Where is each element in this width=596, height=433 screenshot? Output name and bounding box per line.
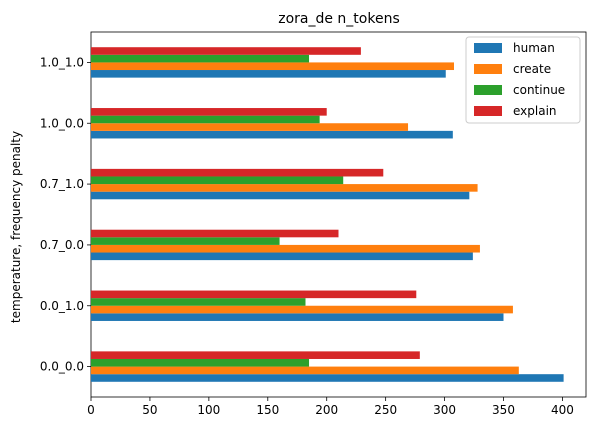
x-tick-label: 400 — [551, 403, 574, 417]
bar-continue-0.7_1.0 — [91, 176, 344, 185]
legend-swatch-explain — [474, 106, 502, 116]
y-tick-label: 0.0_0.0 — [40, 360, 84, 374]
bar-continue-0.7_0.0 — [91, 237, 280, 245]
y-tick-label: 1.0_1.0 — [40, 55, 84, 69]
bar-explain-1.0_0.0 — [91, 108, 327, 116]
legend-label-explain: explain — [513, 104, 557, 118]
bar-explain-0.0_1.0 — [91, 290, 417, 299]
x-tick-label: 150 — [256, 403, 279, 417]
y-axis-label: temperature, frequency penalty — [9, 131, 23, 323]
y-tick-label: 1.0_0.0 — [40, 116, 84, 130]
legend-box — [465, 36, 581, 124]
chart-title: zora_de n_tokens — [278, 11, 400, 27]
bar-explain-0.7_0.0 — [91, 229, 339, 238]
y-tick-label: 0.7_0.0 — [40, 238, 84, 252]
bar-human-0.7_1.0 — [91, 191, 470, 200]
plot-area — [90, 31, 587, 398]
bar-create-1.0_0.0 — [91, 123, 409, 131]
legend-label-continue: continue — [513, 83, 565, 97]
legend-swatch-human — [474, 43, 502, 53]
bar-continue-0.0_0.0 — [91, 358, 310, 367]
plot-frame — [90, 31, 587, 398]
bar-continue-0.0_1.0 — [91, 298, 306, 306]
x-tick-label: 250 — [374, 403, 397, 417]
x-tick-label: 350 — [492, 403, 515, 417]
x-tick-label: 0 — [87, 403, 95, 417]
bar-create-0.0_0.0 — [91, 366, 519, 375]
y-tick-label: 0.7_1.0 — [40, 177, 84, 191]
legend-label-human: human — [513, 41, 555, 55]
bar-explain-1.0_1.0 — [91, 47, 361, 55]
bar-create-1.0_1.0 — [91, 62, 454, 71]
x-tick-label: 100 — [197, 403, 220, 417]
bar-create-0.7_1.0 — [91, 184, 478, 192]
bar-create-0.7_0.0 — [91, 244, 480, 253]
y-axis: 0.0_0.0 0.0_1.0 0.7_0.0 0.7_1.0 1.0_0.0 1.0_1… — [40, 55, 91, 374]
bar-continue-1.0_1.0 — [91, 54, 310, 63]
bar-human-0.0_1.0 — [91, 313, 504, 321]
bar-explain-0.0_0.0 — [91, 351, 420, 359]
x-tick-label: 50 — [142, 403, 157, 417]
x-tick-label: 300 — [433, 403, 456, 417]
legend-swatch-continue — [474, 85, 502, 95]
bar-human-0.7_0.0 — [91, 252, 473, 261]
x-axis: 0 50 100 150 200 250 300 350 400 — [87, 397, 574, 417]
bar-create-0.0_1.0 — [91, 305, 513, 314]
legend: human create continue explain — [465, 36, 581, 124]
bars-group — [91, 47, 564, 382]
legend-swatch-create — [474, 64, 502, 74]
bar-human-0.0_0.0 — [91, 374, 564, 382]
y-tick-label: 0.0_1.0 — [40, 299, 84, 313]
bar-human-1.0_0.0 — [91, 130, 453, 139]
bar-continue-1.0_0.0 — [91, 115, 320, 124]
bar-explain-0.7_1.0 — [91, 168, 384, 177]
bar-human-1.0_1.0 — [91, 70, 446, 78]
x-tick-label: 200 — [315, 403, 338, 417]
legend-label-create: create — [513, 62, 551, 76]
